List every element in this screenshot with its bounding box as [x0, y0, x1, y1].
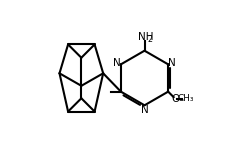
Text: N: N	[141, 105, 148, 115]
Text: NH: NH	[138, 32, 153, 42]
Text: 2: 2	[148, 35, 152, 44]
Text: N: N	[113, 58, 121, 68]
Text: N: N	[168, 58, 176, 68]
Text: O: O	[171, 94, 179, 104]
Text: CH₃: CH₃	[177, 94, 194, 103]
